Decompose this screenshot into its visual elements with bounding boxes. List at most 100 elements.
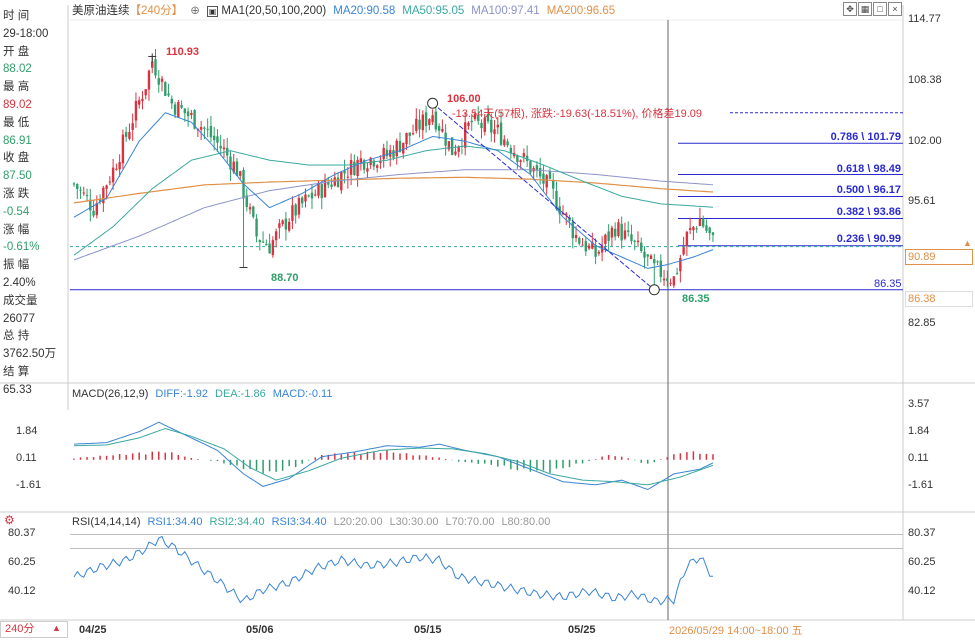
amp-label: 振 幅 [3,259,30,272]
maximize-icon[interactable]: □ [873,2,887,16]
low-value: 86.91 [3,134,32,147]
change-label: 涨 跌 [3,187,30,200]
candle-body [708,227,711,234]
candle-body [336,177,340,188]
candle-body [356,159,359,176]
candle-body [646,254,649,257]
candle-body [434,111,438,130]
current-price-marker-icon: ▲ [963,238,972,248]
macd-axis-label: 0.11 [908,452,929,464]
low-marker [648,284,660,296]
candle-body [186,111,190,117]
ma-indicator-name[interactable]: MA1(20,50,100,200) [221,5,327,17]
candle-body [190,112,193,116]
candle-body [193,110,196,129]
candle-body [134,100,138,121]
candle-body [542,173,545,184]
candle-body [102,187,105,204]
candle-body [85,195,89,197]
candle-body [138,100,141,105]
rsi-axis-label: 40.12 [908,585,936,597]
candle-body [464,122,467,148]
rsi-line [73,535,714,606]
fib-618-label: 0.618 \ 98.49 [837,163,901,175]
candle-body [209,125,213,138]
candle-body [382,147,385,160]
candle-body [496,124,499,128]
rsi-left-axis-label: 60.25 [8,556,36,568]
candle-body [340,171,343,191]
main-axis-label: 82.85 [908,317,936,329]
pct-label: 涨 幅 [3,223,30,236]
candle-body [519,160,522,162]
candle-body [369,157,372,165]
candle-body [79,189,82,191]
candle-body [301,197,304,204]
candle-body [415,118,418,131]
candle-body [480,122,483,129]
candle-body [653,259,656,264]
macd-title[interactable]: MACD(26,12,9) [72,388,149,400]
expand-icon[interactable]: ✥ [843,2,857,16]
candle-body [613,228,617,237]
candle-body [353,161,356,175]
candle-body [685,231,689,246]
candle-body [571,222,574,239]
candle-body [636,240,640,243]
x-date-label: 05/25 [568,624,596,636]
settle-label: 结 算 [3,365,30,378]
candle-body [379,160,382,163]
period-dropdown-icon[interactable]: ▲ [52,623,61,633]
time-label: 时 间 [3,10,30,22]
candle-body [304,194,307,202]
candle-body [509,147,513,154]
candle-body [199,127,203,130]
candle-body [320,184,323,199]
candle-body [314,194,317,196]
high-label: 最 高 [3,81,30,94]
x-date-label: 05/15 [414,624,442,636]
vol-value: 26077 [3,312,35,325]
candle-body [441,128,444,132]
candle-body [105,185,108,189]
candle-body [711,232,715,235]
candle-body [408,132,411,136]
ma-indicator-icon[interactable]: ▣ [206,6,219,17]
candle-body [529,161,532,173]
fib-786-label: 0.786 \ 101.79 [831,131,901,143]
high-value: 89.02 [3,98,32,111]
quote-info-panel: 时 间 29-18:00 开 盘 88.02 最 高 89.02 最 低 86.… [0,8,66,400]
rsi-settings-icon[interactable]: ⚙ [4,513,15,527]
rsi-left-axis-label: 80.37 [8,527,36,539]
rsi-axis-label: 80.37 [908,527,936,539]
candle-body [330,184,333,187]
candle-body [274,231,278,241]
low-label: 最 低 [3,116,30,129]
grid-icon[interactable]: ▦ [858,2,872,16]
candle-body [76,184,79,190]
candle-body [421,114,425,131]
candle-body [343,170,346,174]
candle-body [450,137,454,156]
candle-body [522,153,526,157]
candle-body [640,242,643,251]
candle-body [688,228,692,231]
candle-body [203,127,206,129]
candle-body [271,240,275,256]
candle-body [239,171,242,176]
candle-body [610,227,614,238]
main-axis-label: 95.61 [908,195,936,207]
ma100-line [73,169,714,261]
settings-icon[interactable]: ⊕ [190,5,200,17]
close-icon[interactable]: × [888,2,902,16]
amp-value: 2.40% [3,276,36,289]
rsi3-value: RSI3:34.40 [271,516,327,528]
macd-axis-label: 1.84 [908,425,930,437]
ma50-value: MA50:95.05 [402,5,465,17]
period-button[interactable]: 240分 [0,621,68,638]
candle-body [89,199,92,211]
candle-body [656,261,659,263]
candle-body [154,59,157,76]
candle-body [633,240,636,242]
rsi-title[interactable]: RSI(14,14,14) [72,516,141,528]
